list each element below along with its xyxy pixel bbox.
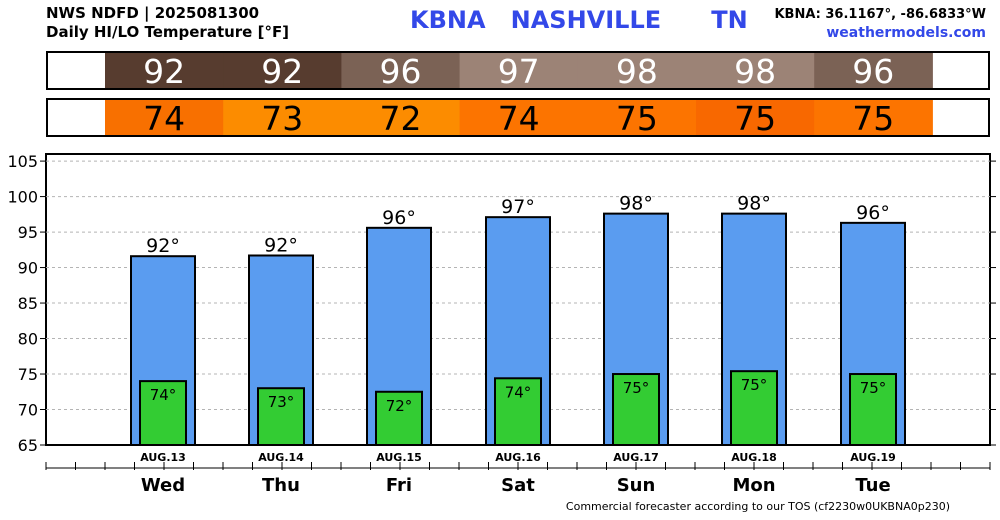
lo-strip-value: 74 <box>498 99 540 138</box>
date-label: AUG.16 <box>495 451 541 464</box>
hi-strip-cell <box>577 53 697 88</box>
hi-strip-value: 97 <box>498 52 540 91</box>
lo-strip-value: 72 <box>380 99 422 138</box>
lo-bar <box>375 390 423 446</box>
hi-strip-value: 98 <box>616 52 658 91</box>
y-tick-label: 105 <box>7 152 38 171</box>
lo-strip-cell <box>223 100 342 135</box>
hi-bar-label: 98° <box>619 193 653 215</box>
lo-bar <box>139 380 187 446</box>
hi-strip-cell <box>814 53 933 88</box>
website-link[interactable]: weathermodels.com <box>826 25 986 41</box>
coords-label: KBNA: 36.1167°, -86.6833°W <box>774 7 986 22</box>
chart-subtitle: Daily HI/LO Temperature [°F] <box>46 23 290 41</box>
hi-strip-value: 96 <box>380 52 422 91</box>
footer-note: Commercial forecaster according to our T… <box>565 500 950 513</box>
hi-strip-cell <box>459 53 579 88</box>
lo-strip-value: 75 <box>852 99 894 138</box>
lo-bar-label: 75° <box>741 376 768 394</box>
hi-strip-cell <box>105 53 224 88</box>
y-tick-label: 65 <box>18 436 38 455</box>
lo-bar <box>612 373 660 446</box>
y-tick-label: 90 <box>18 259 38 278</box>
lo-strip-cell <box>341 100 461 135</box>
lo-bar-label: 75° <box>623 379 650 397</box>
lo-bar <box>494 377 542 446</box>
day-label: Mon <box>732 475 775 496</box>
header-left: NWS NDFD | 2025081300 Daily HI/LO Temper… <box>46 4 289 42</box>
hi-bar-label: 98° <box>737 193 771 215</box>
hi-strip-value: 92 <box>261 52 303 91</box>
hi-strip-value: 98 <box>734 52 776 91</box>
lo-strip-cell <box>696 100 815 135</box>
hi-bar-label: 92° <box>264 234 298 256</box>
lo-bar-label: 74° <box>150 386 177 404</box>
y-tick-label: 100 <box>7 188 38 207</box>
date-label: AUG.13 <box>140 451 186 464</box>
source-label: NWS NDFD | 2025081300 <box>46 4 260 22</box>
lo-strip-cell <box>814 100 933 135</box>
lo-strip-value: 74 <box>143 99 185 138</box>
date-label: AUG.19 <box>850 451 896 464</box>
y-tick-label: 70 <box>18 401 38 420</box>
lo-bar-label: 74° <box>505 383 532 401</box>
lo-strip-value: 73 <box>261 99 303 138</box>
lo-bar <box>849 373 897 446</box>
station-title: KBNA NASHVILLE TN <box>410 6 748 34</box>
day-label: Sun <box>617 475 656 496</box>
day-label: Tue <box>855 475 890 496</box>
lo-strip-cell <box>577 100 697 135</box>
date-label: AUG.15 <box>376 451 422 464</box>
lo-strip-cell <box>459 100 579 135</box>
day-label: Fri <box>386 475 412 496</box>
header-right: KBNA: 36.1167°, -86.6833°W weathermodels… <box>774 5 986 43</box>
hi-strip-cell <box>223 53 342 88</box>
lo-strip-cell <box>105 100 224 135</box>
y-tick-label: 85 <box>18 294 38 313</box>
lo-bar-label: 75° <box>860 379 887 397</box>
y-tick-label: 80 <box>18 330 38 349</box>
day-label: Sat <box>501 475 535 496</box>
hi-strip-cell <box>696 53 815 88</box>
hi-strip-value: 96 <box>852 52 894 91</box>
hi-bar-label: 92° <box>146 235 180 257</box>
lo-strip-value: 75 <box>616 99 658 138</box>
lo-bar <box>257 387 305 446</box>
lo-bar-label: 72° <box>386 397 413 415</box>
day-label: Thu <box>262 475 300 496</box>
hi-bar-label: 97° <box>501 196 535 218</box>
y-tick-label: 75 <box>18 365 38 384</box>
date-label: AUG.17 <box>613 451 659 464</box>
hi-bar-label: 96° <box>382 207 416 229</box>
lo-bar-label: 73° <box>268 393 295 411</box>
hi-bar-label: 96° <box>856 202 890 224</box>
hi-strip-value: 92 <box>143 52 185 91</box>
date-label: AUG.18 <box>731 451 777 464</box>
date-label: AUG.14 <box>258 451 304 464</box>
y-tick-label: 95 <box>18 223 38 242</box>
lo-strip-value: 75 <box>734 99 776 138</box>
lo-bar <box>730 370 778 446</box>
day-label: Wed <box>141 475 185 496</box>
hi-strip-cell <box>341 53 461 88</box>
